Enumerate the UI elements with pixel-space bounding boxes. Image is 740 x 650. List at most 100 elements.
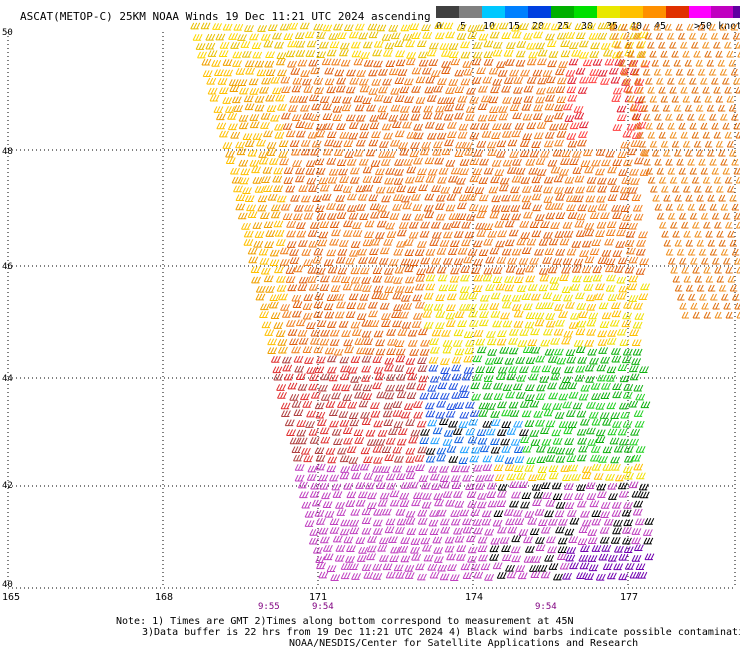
wind-barb [578, 526, 589, 534]
wind-barb [445, 97, 456, 104]
wind-barb [513, 420, 524, 428]
wind-barb [715, 140, 724, 148]
wind-barb [627, 95, 635, 103]
wind-barb [591, 239, 602, 247]
wind-barb [524, 511, 535, 518]
wind-barb [273, 322, 284, 329]
wind-barb [310, 329, 321, 337]
wind-barb [631, 490, 642, 498]
wind-barb [444, 139, 454, 147]
wind-barb [372, 49, 383, 57]
wind-barb [227, 113, 238, 120]
wind-barb [212, 23, 222, 30]
wind-barb [715, 50, 723, 58]
wind-barb [598, 302, 609, 310]
wind-barb [334, 69, 345, 77]
wind-barb [403, 158, 414, 166]
wind-barb [317, 239, 328, 247]
wind-barb [471, 393, 481, 401]
wind-barb [519, 329, 530, 336]
wind-barb [639, 149, 650, 156]
wind-barb [419, 148, 430, 156]
wind-barb [574, 493, 585, 500]
wind-barb [526, 457, 537, 464]
wind-barb [628, 400, 639, 408]
wind-barb [475, 366, 486, 373]
wind-barb [714, 311, 722, 319]
wind-barb [331, 428, 342, 436]
wind-barb [563, 427, 574, 435]
wind-barb [552, 149, 563, 157]
wind-barb [289, 394, 300, 401]
wind-barb [413, 157, 423, 165]
wind-barb [249, 88, 260, 95]
colorbar-swatch [597, 6, 620, 18]
wind-barb [314, 509, 325, 517]
wind-barb [338, 168, 349, 176]
wind-barb [560, 50, 571, 58]
wind-barb [602, 446, 613, 454]
wind-barb [528, 51, 539, 59]
wind-barb [383, 96, 393, 103]
wind-barb [400, 555, 411, 563]
wind-barb [334, 293, 345, 301]
wind-barb [589, 357, 599, 365]
wind-barb [554, 112, 564, 120]
wind-barb [308, 537, 319, 545]
wind-barb [329, 527, 340, 534]
wind-barb [516, 238, 527, 246]
wind-barb [616, 50, 624, 58]
wind-barb [241, 50, 252, 58]
wind-barb [468, 292, 479, 300]
wind-barb [584, 166, 595, 174]
wind-barb [513, 446, 524, 453]
wind-barb [314, 447, 325, 455]
wind-barb [729, 149, 737, 157]
wind-barb [260, 112, 271, 120]
wind-barb [499, 536, 510, 544]
wind-barb [452, 186, 463, 194]
wind-barb [490, 446, 501, 454]
wind-barb [523, 85, 534, 93]
wind-barb [616, 292, 627, 300]
wind-barb [467, 436, 478, 444]
wind-barb [487, 230, 498, 238]
wind-barb [523, 32, 534, 40]
wind-barb [348, 412, 359, 419]
wind-barb [539, 375, 550, 383]
wind-barb [361, 375, 371, 382]
wind-barb [331, 58, 342, 66]
wind-barb [324, 67, 335, 75]
wind-barb [625, 230, 636, 238]
wind-barb [385, 571, 396, 579]
wind-barb [388, 428, 398, 435]
wind-barb [584, 222, 595, 230]
wind-barb [563, 493, 574, 500]
wind-barb [522, 113, 533, 121]
wind-barb [318, 571, 329, 579]
wind-barb [347, 401, 358, 409]
wind-barb [424, 211, 435, 219]
wind-barb [308, 374, 319, 381]
wind-barb [340, 466, 351, 473]
wind-barb [688, 32, 697, 40]
wind-barb [539, 427, 550, 435]
wind-barb [686, 23, 694, 31]
wind-barb [450, 221, 461, 228]
wind-barb [291, 114, 302, 121]
wind-barb [483, 392, 493, 400]
wind-barb [511, 175, 522, 183]
wind-barb [469, 96, 480, 104]
wind-barb [565, 349, 576, 356]
wind-barb [523, 95, 534, 103]
wind-barb [511, 535, 522, 543]
wind-barb [496, 490, 507, 498]
wind-barb [726, 50, 734, 58]
wind-barb [679, 302, 687, 310]
wind-barb [381, 320, 391, 327]
wind-barb [313, 248, 324, 256]
wind-barb [315, 463, 326, 471]
wind-barb [407, 339, 418, 347]
wind-barb [411, 105, 422, 113]
wind-barb [487, 500, 498, 508]
